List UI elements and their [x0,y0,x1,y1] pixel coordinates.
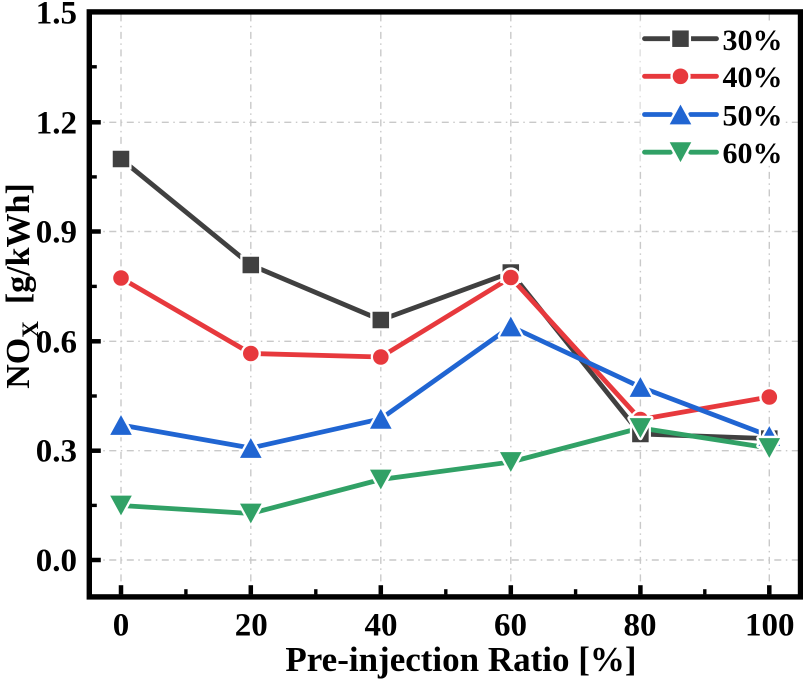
svg-text:NOX [g/kWh]: NOX [g/kWh] [0,183,43,389]
svg-text:1.5: 1.5 [36,0,77,32]
svg-text:0.6: 0.6 [36,324,77,360]
svg-text:40: 40 [365,608,398,644]
svg-text:100: 100 [745,608,795,644]
svg-text:40%: 40% [723,61,783,94]
svg-text:20: 20 [235,608,268,644]
svg-text:1.2: 1.2 [36,105,77,141]
svg-text:0: 0 [113,608,130,644]
svg-text:0.3: 0.3 [36,434,77,470]
svg-text:80: 80 [624,608,657,644]
svg-text:60%: 60% [723,137,783,170]
svg-text:Pre-injection Ratio [%]: Pre-injection Ratio [%] [285,640,636,679]
svg-text:30%: 30% [723,24,783,57]
svg-text:50%: 50% [723,100,783,133]
svg-text:0.0: 0.0 [36,543,77,579]
svg-text:0.9: 0.9 [36,215,77,251]
svg-text:60: 60 [494,608,527,644]
